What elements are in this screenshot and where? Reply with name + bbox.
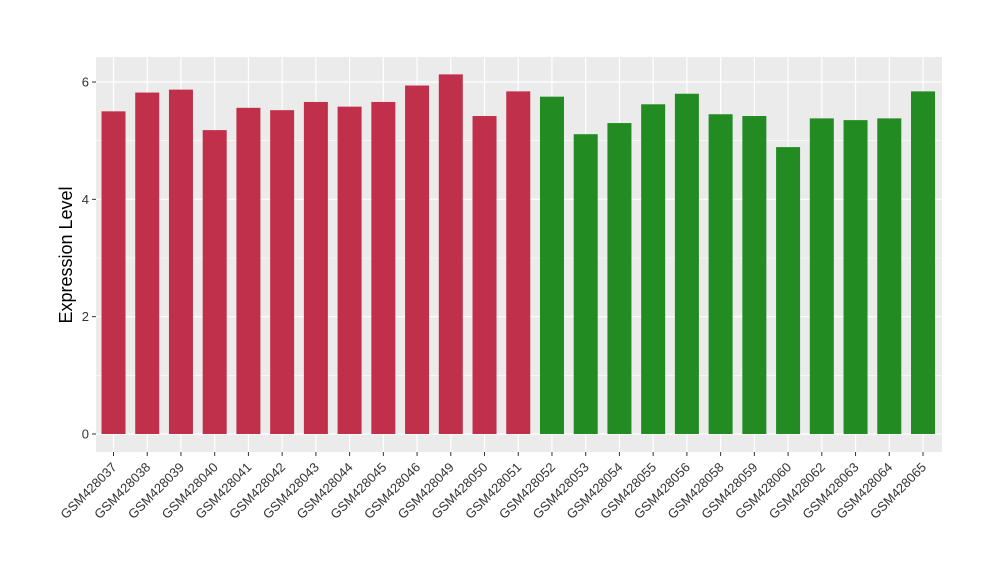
bar (168, 89, 193, 435)
y-axis-title: Expression Level (56, 186, 76, 323)
bar (877, 118, 902, 434)
bar (405, 85, 430, 435)
bars (101, 74, 935, 435)
bar (573, 134, 598, 435)
bar (472, 116, 497, 434)
bar (371, 101, 396, 435)
bar (809, 118, 834, 434)
y-axis: 0 2 4 6 (82, 75, 96, 442)
bar (674, 93, 699, 434)
y-tick-label: 2 (82, 309, 89, 324)
bar (539, 96, 564, 435)
bar (202, 130, 227, 434)
x-axis: GSM428037GSM428038GSM428039GSM428040GSM4… (57, 452, 929, 522)
y-tick-label: 6 (82, 75, 89, 90)
bar (303, 101, 328, 435)
y-tick-label: 0 (82, 427, 89, 442)
bar (911, 91, 935, 435)
bar (438, 74, 463, 434)
bar (641, 104, 666, 434)
bar (506, 91, 531, 435)
bar (742, 116, 767, 434)
bar (337, 106, 362, 434)
bar (607, 123, 632, 435)
bar (101, 111, 126, 434)
bar (135, 92, 160, 434)
bar (776, 147, 801, 434)
y-tick-label: 4 (82, 192, 89, 207)
bar (236, 107, 261, 435)
bar (843, 120, 868, 434)
bar (708, 114, 733, 435)
bar (270, 110, 295, 434)
